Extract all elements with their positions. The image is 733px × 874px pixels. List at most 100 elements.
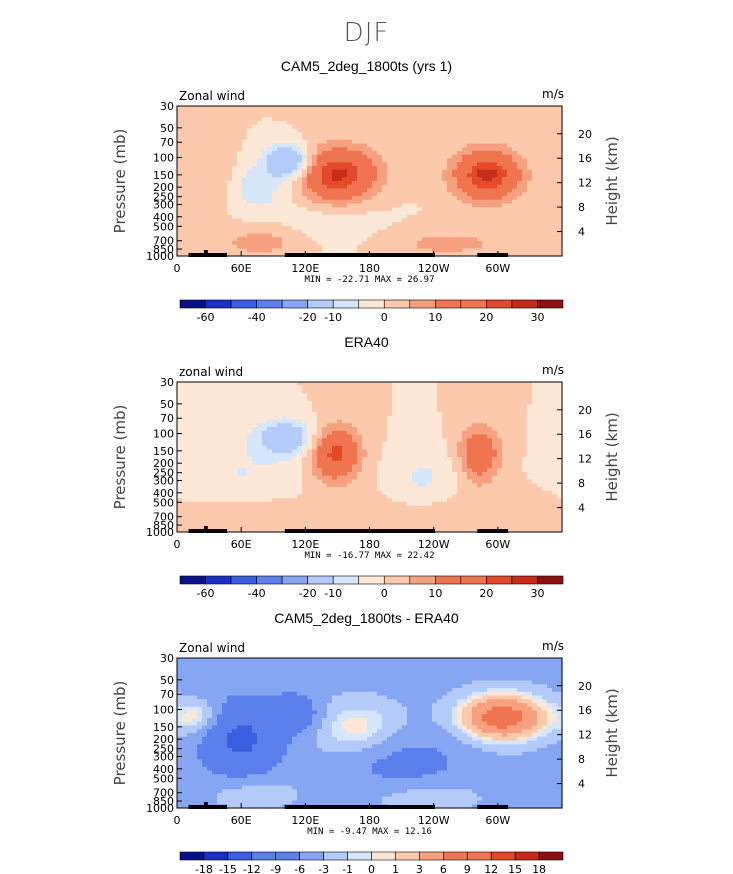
field-cell xyxy=(322,136,328,140)
field-cell xyxy=(522,170,528,174)
field-cell xyxy=(362,226,368,230)
field-cell xyxy=(272,446,278,450)
field-cell xyxy=(452,125,458,129)
field-cell xyxy=(457,431,463,435)
field-cell xyxy=(307,185,313,189)
field-cell xyxy=(367,465,373,469)
field-cell xyxy=(287,442,293,446)
field-cell xyxy=(542,386,548,390)
field-cell xyxy=(497,106,503,110)
field-cell xyxy=(407,438,413,442)
field-cell xyxy=(402,465,408,469)
field-cell xyxy=(227,162,233,166)
field-cell xyxy=(527,170,533,174)
field-cell xyxy=(247,222,253,226)
field-cell xyxy=(517,461,523,465)
field-cell xyxy=(402,136,408,140)
field-cell xyxy=(212,129,218,133)
field-cell xyxy=(357,423,363,427)
field-cell xyxy=(397,465,403,469)
field-cell xyxy=(432,215,438,219)
field-cell xyxy=(342,207,348,211)
field-cell xyxy=(287,144,293,148)
field-cell xyxy=(387,435,393,439)
field-cell xyxy=(192,211,198,215)
field-cell xyxy=(447,151,453,155)
field-cell xyxy=(497,110,503,114)
field-cell xyxy=(182,185,188,189)
field-cell xyxy=(377,222,383,226)
field-cell xyxy=(547,144,553,148)
field-cell xyxy=(382,245,388,249)
field-cell xyxy=(187,401,193,405)
field-cell xyxy=(332,438,338,442)
field-cell xyxy=(452,401,458,405)
field-cell xyxy=(447,468,453,472)
field-cell xyxy=(447,166,453,170)
field-cell xyxy=(192,174,198,178)
field-cell xyxy=(217,162,223,166)
field-cell xyxy=(292,468,298,472)
field-cell xyxy=(247,174,253,178)
field-cell xyxy=(177,219,183,223)
field-cell xyxy=(417,166,423,170)
field-cell xyxy=(327,397,333,401)
field-cell xyxy=(467,166,473,170)
field-cell xyxy=(207,177,213,181)
field-cell xyxy=(467,382,473,386)
field-cell xyxy=(232,177,238,181)
field-cell xyxy=(292,185,298,189)
field-cell xyxy=(347,155,353,159)
field-cell xyxy=(287,465,293,469)
field-cell xyxy=(547,435,553,439)
field-cell xyxy=(367,170,373,174)
field-cell xyxy=(507,386,513,390)
field-cell xyxy=(377,196,383,200)
field-cell xyxy=(367,144,373,148)
field-cell xyxy=(432,446,438,450)
field-cell xyxy=(377,230,383,234)
field-cell xyxy=(217,382,223,386)
field-cell xyxy=(452,144,458,148)
field-cell xyxy=(367,204,373,208)
field-cell xyxy=(522,136,528,140)
field-cell xyxy=(382,420,388,424)
field-cell xyxy=(377,144,383,148)
field-cell xyxy=(387,114,393,118)
field-cell xyxy=(197,166,203,170)
field-cell xyxy=(302,435,308,439)
field-cell xyxy=(247,386,253,390)
field-cell xyxy=(302,420,308,424)
field-cell xyxy=(207,129,213,133)
field-cell xyxy=(227,386,233,390)
field-cell xyxy=(282,382,288,386)
field-cell xyxy=(547,408,553,412)
field-cell xyxy=(422,412,428,416)
field-cell xyxy=(522,181,528,185)
field-cell xyxy=(287,189,293,193)
field-cell xyxy=(522,249,528,253)
field-cell xyxy=(512,237,518,241)
field-cell xyxy=(177,132,183,136)
field-cell xyxy=(252,431,258,435)
field-cell xyxy=(337,416,343,420)
field-cell xyxy=(392,461,398,465)
field-cell xyxy=(322,465,328,469)
colorbar-swatch xyxy=(512,300,538,308)
field-cell xyxy=(277,196,283,200)
field-cell xyxy=(387,442,393,446)
field-cell xyxy=(197,189,203,193)
field-cell xyxy=(197,412,203,416)
field-cell xyxy=(522,226,528,230)
field-cell xyxy=(237,230,243,234)
field-cell xyxy=(282,159,288,163)
field-cell xyxy=(392,151,398,155)
field-cell xyxy=(342,219,348,223)
field-cell xyxy=(372,215,378,219)
field-cell xyxy=(497,132,503,136)
field-cell xyxy=(427,390,433,394)
field-cell xyxy=(532,416,538,420)
field-cell xyxy=(467,416,473,420)
field-cell xyxy=(442,457,448,461)
